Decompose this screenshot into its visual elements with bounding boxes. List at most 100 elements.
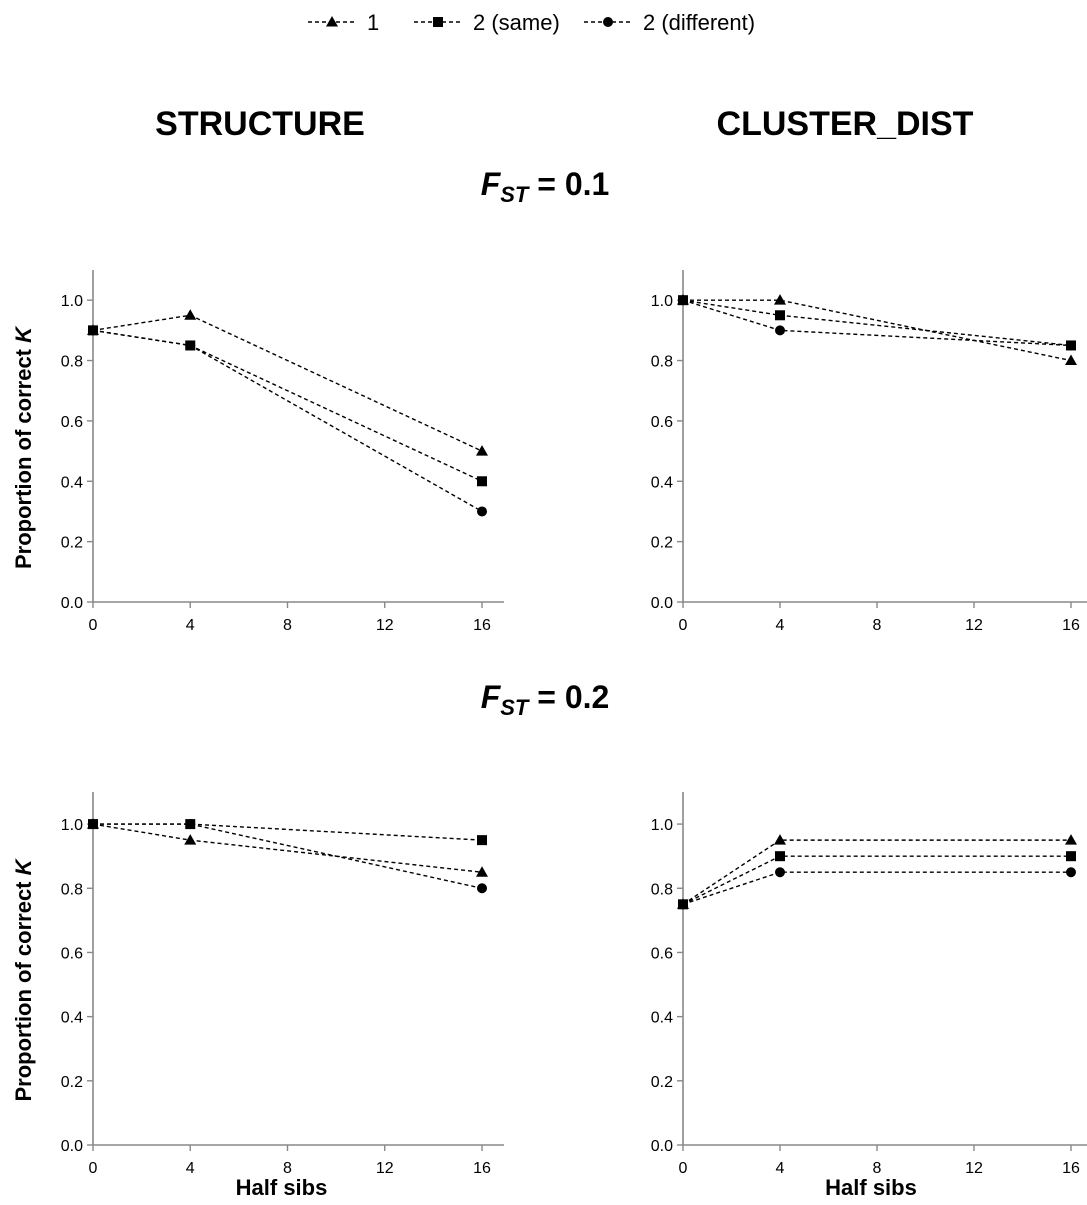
y-tick-label: 0.8	[61, 354, 83, 371]
fst-subscript: ST	[500, 182, 530, 207]
data-point	[185, 340, 196, 351]
series	[87, 818, 488, 877]
series	[87, 309, 488, 456]
legend-label: 2 (different)	[643, 10, 755, 35]
x-tick-label: 8	[873, 1160, 882, 1177]
data-point	[184, 309, 197, 320]
y-tick-label: 0.8	[61, 881, 83, 898]
y-tick-label: 0.2	[651, 535, 673, 552]
series	[677, 294, 1077, 366]
data-point	[88, 325, 98, 336]
x-tick-label: 8	[283, 617, 292, 634]
y-tick-label: 0.0	[651, 1138, 673, 1155]
y-axis-title-symbol: K	[11, 325, 36, 343]
data-point	[775, 310, 785, 321]
x-tick-label: 12	[965, 1160, 983, 1177]
series-line	[92, 329, 483, 482]
data-point	[184, 834, 197, 845]
y-tick-label: 0.4	[651, 1010, 673, 1027]
x-tick-label: 0	[679, 617, 688, 634]
series	[678, 867, 1076, 910]
data-point	[678, 899, 688, 910]
y-tick-label: 1.0	[651, 817, 673, 834]
data-point	[185, 819, 196, 830]
x-tick-label: 4	[186, 617, 195, 634]
series	[88, 819, 487, 846]
y-axis-title-symbol: K	[11, 857, 36, 875]
data-point	[88, 819, 98, 830]
chart-panel: 0.0 0.2 0.4 0.6 0.8 1.0 0 4 8 12 16	[651, 270, 1087, 634]
series	[88, 325, 487, 517]
x-tick-label: 16	[1062, 617, 1080, 634]
y-tick-label: 0.8	[651, 881, 673, 898]
data-point	[1066, 340, 1076, 351]
y-tick-label: 0.6	[651, 414, 673, 431]
x-tick-label: 8	[283, 1160, 292, 1177]
x-axis-title: Half sibs	[825, 1175, 917, 1200]
x-tick-label: 4	[776, 617, 785, 634]
fst-symbol: F	[481, 679, 502, 715]
y-tick-label: 1.0	[61, 817, 83, 834]
chart-panel: 0.0 0.2 0.4 0.6 0.8 1.0 0 4 8 12 16 Proportion of c…	[11, 270, 504, 634]
y-tick-label: 0.4	[61, 1010, 83, 1027]
data-point	[774, 294, 786, 305]
y-tick-label: 0.6	[61, 945, 83, 962]
series-line	[93, 823, 483, 889]
y-tick-label: 0.0	[61, 1138, 83, 1155]
series	[678, 295, 1076, 351]
x-tick-label: 12	[376, 1160, 394, 1177]
x-tick-label: 4	[776, 1160, 785, 1177]
series-line	[682, 871, 1071, 905]
y-tick-label: 0.2	[61, 1074, 83, 1091]
legend-item: 1	[308, 10, 379, 35]
x-tick-label: 12	[965, 617, 983, 634]
series	[88, 819, 487, 894]
x-tick-label: 16	[473, 1160, 491, 1177]
series	[677, 834, 1077, 909]
fst-subscript: ST	[500, 695, 530, 720]
y-tick-label: 0.6	[651, 945, 673, 962]
data-point	[1066, 851, 1076, 862]
data-point	[477, 835, 487, 846]
data-point	[775, 851, 785, 862]
fst-title: FST = 0.1	[481, 166, 610, 207]
fst-value: = 0.1	[528, 166, 609, 202]
y-tick-label: 0.8	[651, 354, 673, 371]
legend-label: 2 (same)	[473, 10, 560, 35]
x-tick-label: 0	[679, 1160, 688, 1177]
series-line	[682, 839, 1071, 905]
legend-item: 2 (same)	[414, 10, 560, 35]
chart-panel: 0.0 0.2 0.4 0.6 0.8 1.0 0 4 8 12 16 Half sibs	[651, 792, 1087, 1200]
series	[678, 851, 1076, 910]
column-title: STRUCTURE	[155, 105, 365, 143]
data-point	[774, 834, 786, 845]
fst-title: FST = 0.2	[481, 679, 610, 720]
series-line	[682, 855, 1071, 905]
y-axis-title-text: Proportion of correct	[11, 343, 36, 569]
series-line	[92, 314, 483, 452]
series-line	[92, 329, 483, 513]
x-tick-label: 16	[473, 617, 491, 634]
x-tick-label: 4	[186, 1160, 195, 1177]
y-tick-label: 0.2	[651, 1074, 673, 1091]
y-tick-label: 0.0	[61, 595, 83, 612]
series-line	[682, 299, 1072, 347]
x-axis-title: Half sibs	[236, 1175, 328, 1200]
fst-value: = 0.2	[528, 679, 609, 715]
data-point	[775, 325, 785, 336]
y-tick-label: 0.6	[61, 414, 83, 431]
fst-symbol: F	[481, 166, 502, 202]
y-tick-label: 1.0	[61, 293, 83, 310]
series-line	[92, 823, 483, 873]
y-axis-title-text: Proportion of correct	[11, 875, 36, 1101]
series-line	[93, 823, 483, 841]
legend-label: 1	[367, 10, 379, 35]
legend-marker-square	[433, 17, 443, 27]
data-point	[1066, 867, 1076, 878]
y-tick-label: 1.0	[651, 293, 673, 310]
x-tick-label: 0	[89, 617, 98, 634]
series	[88, 325, 487, 487]
data-point	[1065, 834, 1077, 845]
data-point	[477, 883, 487, 894]
